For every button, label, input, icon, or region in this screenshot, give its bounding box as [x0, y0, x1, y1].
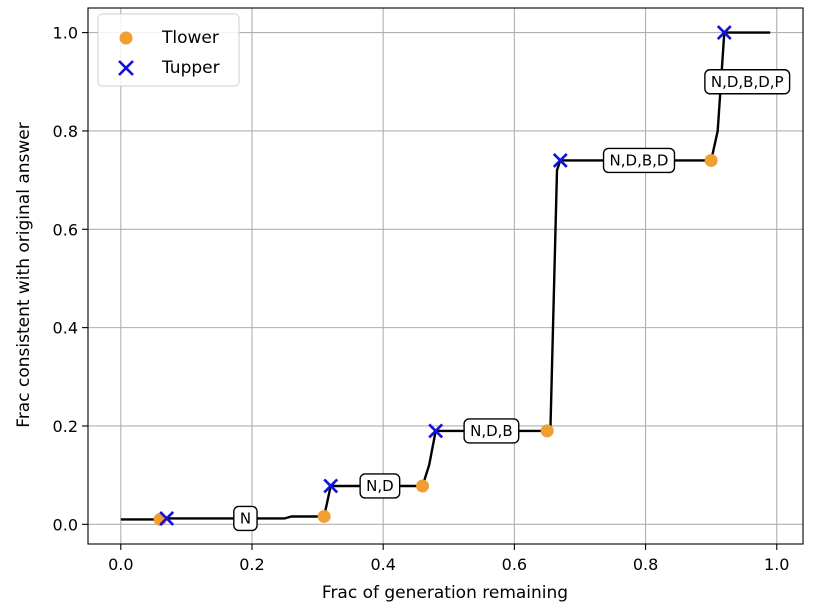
stage-label: N,D,B,D — [602, 147, 676, 174]
legend-marker-tupper — [118, 60, 134, 76]
x-tick-label: 0.6 — [502, 555, 527, 574]
y-tick-label: 0.6 — [53, 220, 78, 239]
stage-label-text: N,D,B — [470, 422, 513, 440]
consistency-curve — [120, 31, 771, 521]
y-tick-label: 0.2 — [53, 417, 78, 436]
stage-label: N,D,B,D,P — [704, 69, 791, 95]
y-axis-title: Frac consistent with original answer — [14, 122, 34, 427]
marker-tupper — [552, 153, 568, 168]
legend-box — [97, 13, 240, 87]
x-tick-label: 0.4 — [370, 555, 395, 574]
legend-label-tlower: Tlower — [161, 28, 219, 48]
markers — [153, 25, 732, 526]
legend-label-tupper: Tupper — [161, 58, 220, 78]
marker-tlower — [317, 509, 331, 523]
y-tick-label: 0.8 — [53, 122, 78, 141]
stage-label: N — [233, 505, 258, 532]
marker-tlower — [416, 479, 430, 493]
stage-label: N,D,B — [463, 418, 520, 444]
stage-labels: N N,D N,D,B N,D,B,D N,D,B,D,P — [233, 69, 791, 532]
stage-label-box — [359, 473, 401, 499]
stage-label-text: N,D — [366, 477, 394, 495]
marker-tupper — [716, 25, 732, 41]
stage-label-box — [463, 418, 520, 444]
y-axis: 0.0 0.2 0.4 0.6 0.8 1.0 — [53, 24, 88, 534]
stage-label-box — [233, 505, 258, 532]
stage-label-text: N,D,B,D — [610, 151, 669, 169]
marker-tlower — [540, 424, 554, 438]
stage-label-text: N,D,B,D,P — [711, 73, 784, 91]
y-tick-label: 0.0 — [53, 515, 78, 534]
x-tick-label: 1.0 — [764, 555, 789, 574]
stage-label-box — [704, 69, 791, 95]
x-tick-label: 0.2 — [239, 555, 264, 574]
marker-tupper — [323, 478, 339, 494]
stage-label-text: N — [240, 509, 251, 527]
stage-label: N,D — [359, 473, 401, 499]
x-tick-label: 0.0 — [108, 555, 133, 574]
x-axis: 0.0 0.2 0.4 0.6 0.8 1.0 — [108, 544, 789, 574]
marker-tupper — [428, 423, 444, 439]
plot-frame — [87, 7, 804, 545]
marker-tlower — [704, 153, 718, 167]
x-tick-label: 0.8 — [633, 555, 658, 574]
marker-tupper — [159, 511, 175, 526]
stage-label-box — [602, 147, 676, 174]
y-tick-label: 0.4 — [53, 319, 78, 338]
legend-marker-tlower — [119, 31, 133, 45]
x-axis-title: Frac of generation remaining — [322, 583, 568, 603]
gridlines — [88, 8, 803, 544]
y-tick-label: 1.0 — [53, 24, 78, 43]
legend: Tlower Tupper — [97, 13, 240, 87]
